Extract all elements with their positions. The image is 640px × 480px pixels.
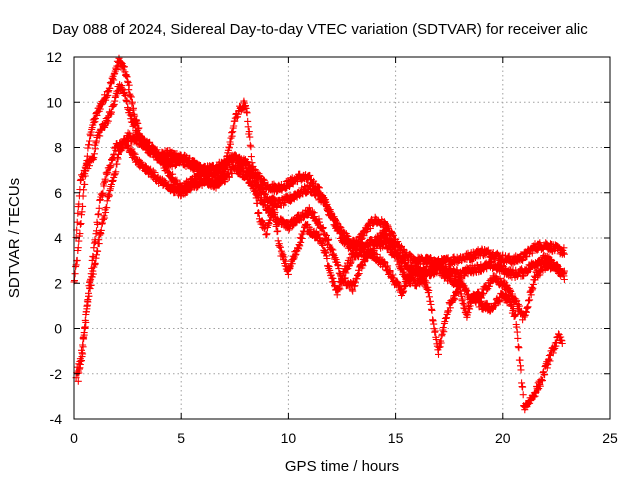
chart-title: Day 088 of 2024, Sidereal Day-to-day VTE… [52, 21, 588, 38]
x-tick-label: 25 [602, 430, 618, 446]
y-tick-label: -4 [50, 411, 63, 427]
y-tick-label: 8 [54, 140, 62, 156]
y-axis-label: SDTVAR / TECUs [6, 178, 23, 298]
x-tick-label: 5 [177, 430, 185, 446]
y-tick-label: 6 [54, 185, 62, 201]
x-tick-label: 20 [495, 430, 511, 446]
x-tick-label: 0 [70, 430, 78, 446]
grid-lines [74, 57, 610, 419]
x-axis-label: GPS time / hours [285, 458, 399, 475]
y-tick-label: 0 [54, 321, 62, 337]
y-tick-label: -2 [50, 366, 63, 382]
axis-ticks: 0 5 10 15 20 25 -4 -2 0 2 4 6 8 10 12 [46, 49, 618, 446]
series-c [74, 97, 566, 414]
y-tick-label: 10 [46, 94, 62, 110]
y-tick-label: 4 [54, 230, 62, 246]
y-tick-label: 2 [54, 275, 62, 291]
series-c-markers [74, 97, 566, 414]
x-tick-label: 15 [388, 430, 404, 446]
series-d-markers [72, 135, 568, 382]
series-d [72, 135, 568, 382]
data-points [70, 54, 568, 414]
y-tick-label: 12 [46, 49, 62, 65]
x-tick-label: 10 [281, 430, 297, 446]
